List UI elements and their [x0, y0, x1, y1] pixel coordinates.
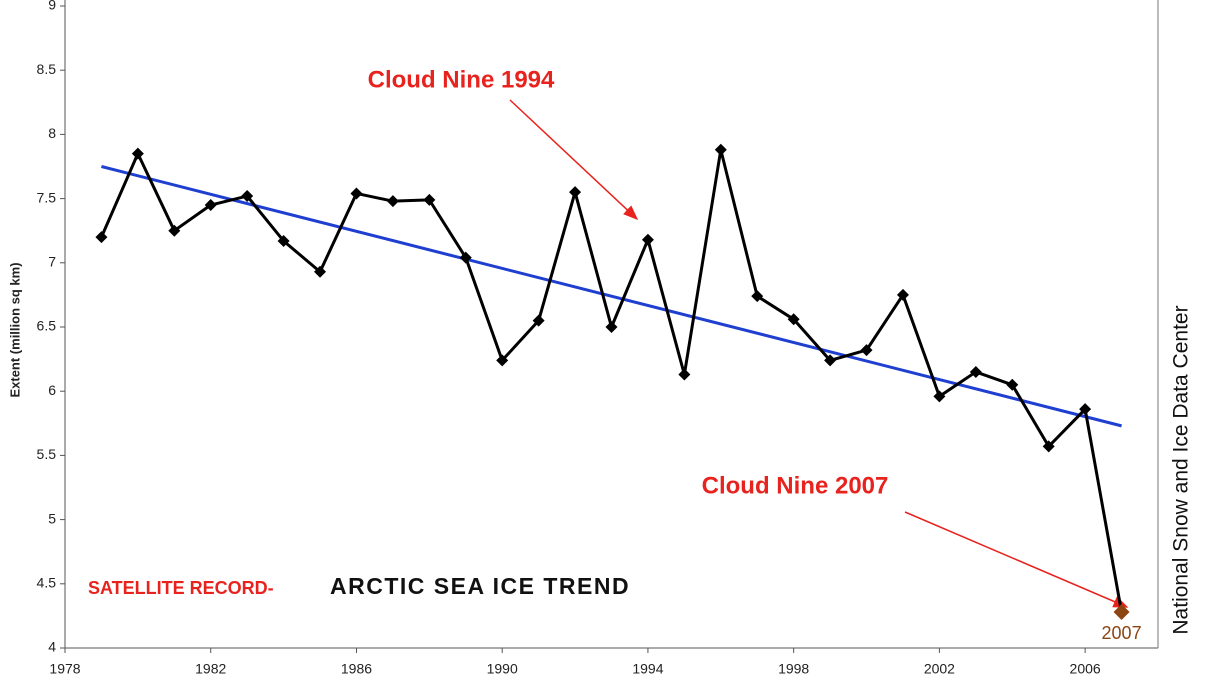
data-point: [787, 313, 800, 326]
y-tick-label: 9: [48, 0, 56, 13]
y-tick-label: 8: [48, 125, 56, 141]
data-point: [860, 344, 873, 357]
y-tick-label: 4: [48, 639, 56, 655]
data-point: [1113, 604, 1130, 621]
data-point: [241, 190, 254, 203]
y-tick-label: 7.5: [37, 189, 57, 205]
x-tick-label: 2002: [924, 661, 955, 677]
data-point: [896, 288, 909, 301]
data-point: [1079, 403, 1092, 416]
annotation: Cloud Nine 2007: [702, 472, 889, 499]
y-tick-label: 5.5: [37, 446, 57, 462]
y-tick-label: 7: [48, 254, 56, 270]
data-point: [131, 147, 144, 160]
data-point: [277, 234, 290, 247]
point-label: 2007: [1102, 623, 1142, 643]
data-point: [95, 231, 108, 244]
x-tick-label: 1982: [195, 661, 226, 677]
data-point: [168, 224, 181, 237]
y-tick-label: 6.5: [37, 318, 57, 334]
source: National Snow and Ice Data Center: [1170, 305, 1193, 634]
data-point: [386, 195, 399, 208]
data-point: [1006, 378, 1019, 391]
data-point: [1042, 440, 1055, 453]
x-tick-label: 1998: [778, 661, 809, 677]
data-point: [824, 354, 837, 367]
chart-title: ARCTIC SEA ICE TREND: [330, 573, 630, 599]
data-point: [204, 199, 217, 212]
x-tick-label: 1986: [341, 661, 372, 677]
y-tick-label: 6: [48, 382, 56, 398]
arrow: [509, 99, 639, 221]
x-tick-label: 1990: [487, 661, 518, 677]
y-tick-label: 8.5: [37, 61, 57, 77]
data-point: [314, 265, 327, 278]
data-point: [933, 390, 946, 403]
data-point: [678, 368, 691, 381]
data-point: [350, 187, 363, 200]
y-tick-label: 4.5: [37, 575, 57, 591]
data-point: [569, 186, 582, 199]
data-point: [459, 251, 472, 264]
y-axis-label: Extent (million sq km): [7, 262, 22, 397]
data-point: [496, 354, 509, 367]
data-point: [751, 290, 764, 303]
arrow: [904, 511, 1129, 608]
x-tick-label: 2006: [1070, 661, 1101, 677]
data-point: [714, 143, 727, 156]
x-tick-label: 1994: [632, 661, 663, 677]
data-point: [641, 233, 654, 246]
series-line: [100, 148, 1124, 613]
y-tick-label: 5: [48, 510, 56, 526]
data-point: [423, 193, 436, 206]
data-point: [969, 365, 982, 378]
data-point: [605, 321, 618, 333]
annotation: Cloud Nine 1994: [368, 66, 555, 93]
x-tick-label: 1978: [49, 661, 80, 677]
data-point: [532, 314, 545, 327]
trend-line: [101, 165, 1122, 428]
annotation: SATELLITE RECORD-: [88, 578, 274, 598]
